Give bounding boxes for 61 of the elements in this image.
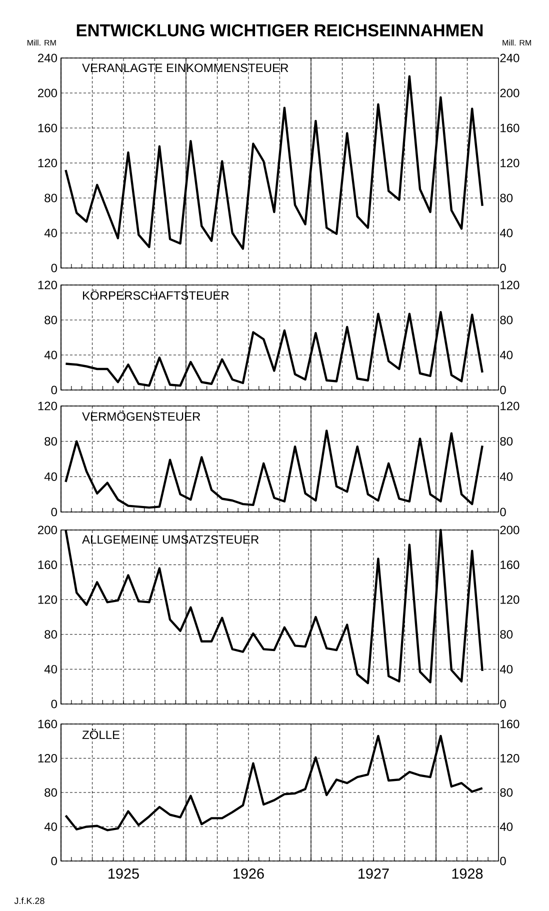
y-tick-label: 240 [38, 54, 57, 62]
y-tick-label: 0 [51, 386, 58, 394]
y-tick-label: 40 [44, 228, 57, 238]
y-tick-label: 0 [51, 856, 57, 866]
text: J.f.K.28 [14, 897, 44, 904]
y2-tick-label: 160 [500, 124, 520, 132]
x-tick-label: 1928 [452, 868, 483, 879]
y-tick-label: 80 [44, 316, 57, 324]
y2-tick-label: 160 [500, 560, 520, 570]
x-tick-label: 1926 [234, 868, 264, 879]
y2-tick-label: 0 [500, 264, 506, 272]
y-tick-label: 0 [51, 700, 58, 708]
y-tick-label: 120 [38, 280, 57, 290]
y2-tick-label: 120 [500, 402, 520, 410]
y-tick-label: 40 [44, 472, 57, 481]
y2-tick-label: 160 [500, 720, 520, 728]
y2-tick-label: 120 [500, 754, 520, 762]
y2-tick-label: 0 [500, 508, 506, 516]
y-tick-label: 40 [44, 664, 57, 674]
y2-tick-label: 40 [500, 228, 513, 238]
x-tick-label: 1927 [358, 868, 389, 879]
y2-tick-label: 120 [500, 158, 520, 168]
chart-title: ZÖLLE [82, 728, 120, 740]
y2-tick-label: 80 [500, 316, 513, 324]
y2-tick-label: 40 [500, 350, 513, 360]
y-tick-label: 120 [38, 158, 57, 168]
y-tick-label: 160 [38, 560, 57, 570]
y2-tick-label: 0 [500, 700, 506, 708]
y2-tick-label: 80 [500, 630, 513, 639]
y2-tick-label: 120 [500, 280, 520, 290]
y2-tick-label: 40 [500, 822, 513, 831]
y2-tick-label: 40 [500, 664, 513, 674]
y-tick-label: 80 [44, 437, 57, 446]
y2-tick-label: 80 [500, 437, 513, 446]
y2-tick-label: 40 [500, 472, 513, 481]
y2-tick-label: 200 [500, 88, 520, 98]
chart-title: ENTWICKLUNG WICHTIGER REICHSEINNAHMEN [76, 24, 483, 36]
y-tick-label: 80 [44, 630, 57, 639]
y-tick-label: 160 [38, 124, 57, 132]
y-tick-label: 200 [38, 88, 57, 98]
y-axis-title: Mill. RM [28, 40, 56, 46]
y-tick-label: 80 [44, 788, 57, 797]
y-tick-label: 0 [51, 264, 58, 272]
y2-tick-label: 0 [500, 856, 506, 866]
y2-tick-label: 0 [500, 386, 506, 394]
x-tick-label: 1925 [108, 868, 139, 879]
y2-tick-label: 240 [500, 54, 520, 62]
y-tick-label: 80 [44, 194, 57, 202]
y2-tick-label: 120 [500, 595, 520, 604]
y2-tick-label: 80 [500, 194, 513, 202]
y-tick-label: 120 [38, 402, 57, 410]
y-tick-label: 200 [38, 526, 57, 534]
y-tick-label: 120 [38, 754, 57, 762]
y2-tick-label: 80 [500, 788, 513, 797]
y-tick-label: 0 [51, 508, 58, 516]
y-tick-label: 40 [44, 350, 57, 360]
y-tick-label: 160 [38, 720, 57, 728]
y-tick-label: 120 [38, 595, 57, 604]
y-tick-label: 40 [44, 822, 57, 831]
y2-axis-title: Mill. RM [502, 40, 531, 46]
y2-tick-label: 200 [500, 526, 520, 534]
